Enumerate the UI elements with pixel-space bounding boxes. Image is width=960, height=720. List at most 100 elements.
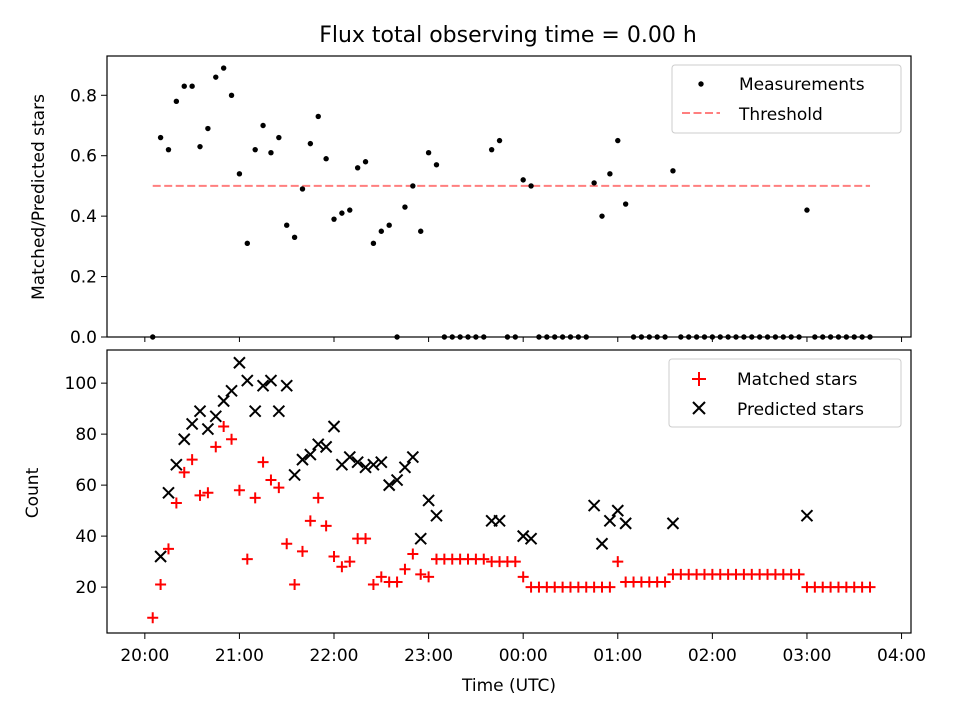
predicted-star-point bbox=[201, 422, 215, 436]
predicted-star-point bbox=[170, 458, 183, 471]
legend-measurements-label: Measurements bbox=[739, 75, 865, 95]
top-legend: Measurements Threshold bbox=[671, 64, 902, 134]
measurement-point bbox=[559, 334, 566, 340]
measurement-point bbox=[607, 171, 613, 177]
predicted-star-point bbox=[185, 417, 199, 431]
matched-star-point bbox=[202, 487, 214, 499]
predicted-star-point bbox=[406, 450, 420, 464]
x-tick-label: 03:00 bbox=[782, 646, 831, 666]
predicted-star-point bbox=[800, 509, 814, 522]
measurement-point bbox=[402, 204, 408, 210]
measurement-point bbox=[796, 334, 802, 340]
measurement-point bbox=[410, 183, 416, 189]
matched-star-point bbox=[289, 579, 301, 591]
measurement-point bbox=[370, 240, 377, 247]
measurement-point bbox=[686, 334, 692, 340]
measurement-point bbox=[418, 228, 424, 234]
predicted-star-point bbox=[343, 450, 356, 464]
matched-star-point bbox=[218, 420, 230, 432]
predicted-star-point bbox=[312, 438, 325, 451]
predicted-star-point bbox=[611, 504, 624, 517]
measurement-point bbox=[291, 234, 298, 240]
predicted-star-point bbox=[619, 517, 632, 530]
measurement-point bbox=[678, 334, 684, 340]
measurement-point bbox=[441, 334, 448, 340]
x-tick-label: 22:00 bbox=[310, 646, 359, 666]
measurement-point bbox=[820, 334, 826, 340]
measurement-point bbox=[851, 334, 857, 340]
matched-star-point bbox=[155, 579, 167, 591]
measurement-point bbox=[425, 149, 432, 156]
measurement-point bbox=[157, 134, 164, 141]
measurement-point bbox=[622, 201, 629, 207]
measurement-point bbox=[244, 240, 251, 247]
measurement-point bbox=[552, 334, 558, 340]
measurement-point bbox=[331, 216, 337, 222]
measurement-point bbox=[859, 334, 865, 340]
matched-star-point bbox=[344, 556, 356, 568]
predicted-star-point bbox=[233, 356, 246, 369]
measurement-point bbox=[339, 210, 345, 216]
measurement-point bbox=[473, 334, 479, 340]
measurement-point bbox=[733, 334, 739, 340]
predicted-star-point bbox=[375, 455, 388, 469]
measurement-point bbox=[662, 334, 668, 340]
x-tick-label: 02:00 bbox=[688, 646, 737, 666]
measurement-point bbox=[701, 334, 708, 340]
top-panel: 0.00.20.40.60.8 Matched/Predicted stars … bbox=[29, 55, 912, 348]
measurement-point bbox=[528, 183, 534, 189]
measurement-point bbox=[165, 146, 172, 153]
measurement-point bbox=[615, 137, 621, 144]
top-x-ticks bbox=[144, 337, 903, 342]
matched-star-point bbox=[320, 520, 332, 532]
measurement-point bbox=[717, 334, 723, 340]
legend-predicted-marker bbox=[692, 401, 706, 415]
predicted-star-point bbox=[359, 461, 372, 474]
predicted-star-point bbox=[666, 517, 680, 530]
measurement-point bbox=[457, 334, 463, 340]
matched-star-point bbox=[147, 612, 159, 624]
matched-star-point bbox=[478, 553, 490, 565]
predicted-star-point bbox=[524, 532, 538, 545]
bottom-y-axis-label: Count bbox=[23, 467, 43, 518]
matched-star-point bbox=[360, 533, 372, 545]
measurement-point bbox=[205, 125, 211, 132]
measurement-point bbox=[544, 334, 550, 340]
predicted-star-point bbox=[430, 509, 443, 522]
bottom-panel: 20 40 60 80 100 20:00 21:00 22:00 23:00 00:00 01:… bbox=[23, 349, 926, 696]
predicted-star-point bbox=[209, 410, 222, 423]
measurement-point bbox=[354, 165, 361, 171]
legend-threshold-label: Threshold bbox=[738, 105, 823, 125]
matched-star-point bbox=[367, 579, 379, 591]
legend-predicted-label: Predicted stars bbox=[737, 400, 864, 420]
matched-star-point bbox=[241, 553, 253, 565]
predicted-star-point bbox=[398, 461, 412, 474]
predicted-star-point bbox=[367, 458, 380, 471]
predicted-star-point bbox=[154, 550, 167, 563]
bottom-y-tick-label: 60 bbox=[75, 476, 97, 496]
matched-star-point bbox=[864, 581, 876, 593]
matched-star-point bbox=[273, 482, 285, 494]
measurement-point bbox=[599, 213, 605, 219]
measurement-point bbox=[512, 334, 519, 340]
matched-star-point bbox=[391, 576, 403, 588]
matched-star-point bbox=[226, 433, 238, 445]
measurement-point bbox=[725, 334, 731, 340]
measurement-point bbox=[670, 168, 676, 174]
measurement-point bbox=[213, 74, 219, 80]
matched-star-point bbox=[509, 556, 521, 568]
predicted-star-point bbox=[603, 514, 617, 528]
measurement-point bbox=[741, 334, 747, 340]
predicted-star-point bbox=[390, 473, 404, 487]
measurement-point bbox=[520, 177, 526, 183]
bottom-y-tick-label: 20 bbox=[75, 578, 97, 598]
x-axis-label: Time (UTC) bbox=[461, 676, 556, 696]
predicted-star-point bbox=[264, 374, 278, 387]
matched-star-point bbox=[257, 456, 269, 468]
matched-star-point bbox=[210, 441, 222, 453]
measurement-point bbox=[780, 334, 787, 340]
matched-star-point bbox=[375, 571, 387, 583]
matched-star-point bbox=[423, 571, 435, 583]
measurement-point bbox=[433, 162, 440, 168]
predicted-star-point bbox=[217, 394, 230, 408]
